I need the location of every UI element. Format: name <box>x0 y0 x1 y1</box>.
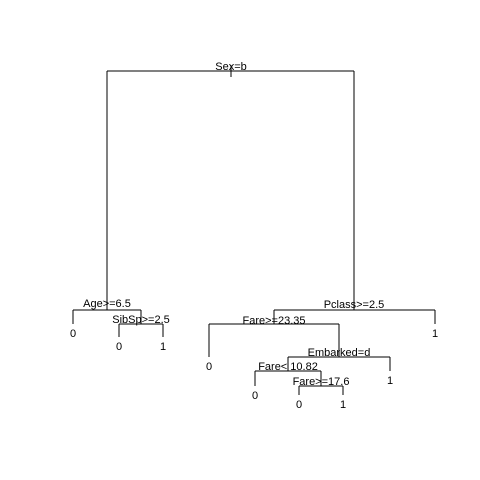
tree-leaf-label: 0 <box>70 328 76 340</box>
tree-leaf-label: 0 <box>296 399 302 411</box>
tree-leaf-label: 1 <box>387 375 393 387</box>
tree-split-label: Sex=b <box>215 61 247 73</box>
tree-labels: Sex=b Age>=6.5 0 SibSp>=2.5 0 1 Pclass>=2.5 1 Fa… <box>70 61 438 411</box>
tree-split-label: Pclass>=2.5 <box>324 299 385 311</box>
tree-leaf-label: 0 <box>252 390 258 402</box>
tree-leaf-label: 0 <box>116 341 122 353</box>
tree-split-label: Fare< 10.82 <box>258 361 318 373</box>
tree-leaf-label: 0 <box>206 361 212 373</box>
tree-split-label: Fare>=23.35 <box>243 315 306 327</box>
tree-edges <box>72 65 436 395</box>
tree-leaf-label: 1 <box>160 341 166 353</box>
tree-split-label: SibSp>=2.5 <box>112 314 170 326</box>
tree-split-label: Age>=6.5 <box>83 298 131 310</box>
tree-leaf-label: 1 <box>432 328 438 340</box>
tree-leaf-label: 1 <box>340 399 346 411</box>
tree-split-label: Embarked=d <box>308 347 371 359</box>
tree-split-label: Fare>=17.6 <box>293 376 350 388</box>
